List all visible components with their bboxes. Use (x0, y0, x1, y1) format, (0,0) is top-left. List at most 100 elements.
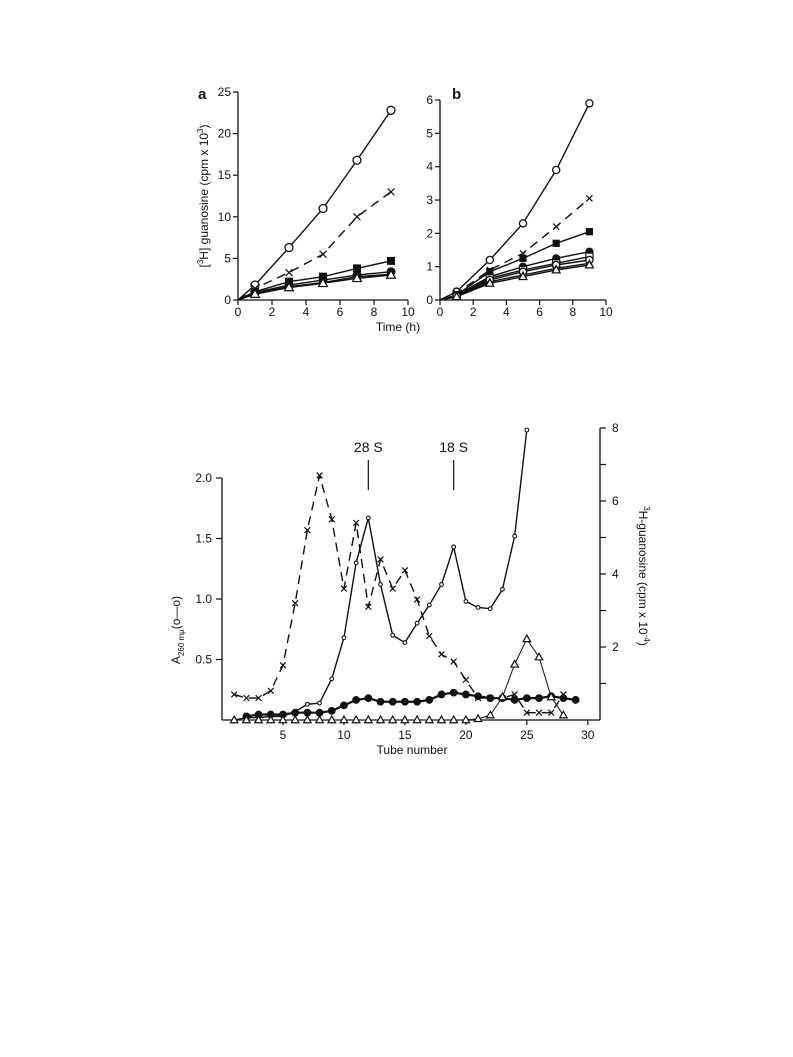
panel-b-x-tick-label: 6 (536, 305, 543, 319)
panel-b-series-7-point (484, 277, 495, 287)
panel-a-series-5-point (317, 277, 329, 288)
panel-a-series-0-point (386, 105, 396, 115)
panel-b-y-tick-label: 5 (426, 126, 433, 140)
gradient-series-2-point (559, 694, 568, 702)
gradient-series-3-point (253, 714, 264, 724)
panel-b-x-tick-label: 0 (437, 305, 444, 319)
panel-b-series-1-point (552, 223, 560, 231)
panel-a-series-0-point (284, 242, 294, 253)
gradient-series-1-point (401, 567, 409, 574)
panel-a-series-2-line (237, 260, 392, 301)
panel-b-y-tick-label: 1 (426, 260, 433, 274)
gradient-series-3-point (473, 713, 483, 723)
gradient-x-tick-label: 25 (520, 728, 534, 742)
gradient-series-3-point (485, 710, 496, 719)
panel-a-series-1-point (319, 250, 327, 259)
gradient-series-1-point (340, 585, 348, 592)
panel-a-y-label: [3H] guanosine (cpm x 103) (196, 125, 211, 268)
panel-b-y-tick-label: 3 (426, 193, 433, 207)
gradient-series-3-point (546, 691, 556, 701)
panel-b-series-1-line (439, 197, 590, 301)
gradient-series-2-point (437, 690, 446, 699)
gradient-series-0-point (500, 586, 505, 592)
gradient-right-y-tick-label: 4 (612, 567, 619, 581)
gradient-series-1-point (328, 515, 336, 523)
panel-b-series-7-point (584, 259, 595, 269)
panel-a-series-2-point (387, 256, 395, 265)
gradient-series-2-point (474, 692, 482, 701)
panel-a-y-tick-label: 0 (224, 293, 231, 307)
panel-b-series-0-point (518, 219, 528, 228)
gradient-series-3-point (314, 714, 325, 724)
panel-a-x-tick-label: 0 (235, 305, 242, 319)
panel-b-series-7-line (439, 264, 590, 301)
gradient-series-1-point (352, 519, 360, 527)
panel-a-series-5-point (283, 281, 295, 292)
gradient-series-2-point (388, 697, 397, 706)
panel-b-label: b (452, 86, 461, 103)
gradient-series-3-point (302, 714, 313, 724)
gradient-series-0-point (439, 582, 444, 587)
panel-b-x-tick-label: 10 (599, 305, 613, 319)
gradient-series-3-point (351, 714, 361, 724)
panel-a-y-tick-label: 25 (218, 85, 232, 99)
gradient-series-3-point (412, 714, 422, 724)
panel-a-x-tick-label: 6 (337, 305, 344, 319)
gradient-series-3-point (326, 714, 337, 724)
gradient-series-1-point (389, 585, 397, 592)
gradient-series-1-point (304, 526, 311, 534)
panel-b-y-tick-label: 0 (426, 293, 433, 307)
sedimentation-marker-label: 18 S (439, 439, 468, 455)
gradient-series-2-point (486, 694, 495, 702)
gradient-series-1-point (291, 599, 299, 607)
gradient-series-1-point (547, 709, 555, 717)
gradient-series-2-point (413, 697, 421, 706)
gradient-series-3-point (509, 659, 520, 668)
gradient-x-tick-label: 15 (398, 728, 412, 742)
panel-b-y-tick-label: 6 (426, 93, 433, 107)
panel-b-series-2-point (486, 268, 494, 276)
panel-a-y-tick-label: 10 (218, 210, 232, 224)
gradient-series-3-point (534, 651, 544, 661)
panel-b-series-7-point (551, 264, 562, 274)
gradient-series-0-point (353, 560, 359, 566)
panel-b-series-2-line (439, 231, 590, 301)
gradient-series-0-point (317, 700, 322, 706)
gradient-right-y-tick-label: 8 (612, 421, 619, 435)
gradient-series-1-point (535, 709, 543, 717)
panel-a-x-tick-label: 10 (401, 305, 415, 319)
gradient-series-0-point (463, 598, 469, 604)
gradient-series-0-point (451, 544, 457, 550)
gradient-series-3-point (363, 714, 374, 724)
panel-a-x-label: Time (h) (376, 320, 420, 334)
gradient-right-y-tick-label: 2 (612, 640, 619, 654)
panel-b-series-7-point (451, 291, 462, 301)
gradient-series-2-point (535, 694, 543, 702)
gradient-x-tick-label: 30 (581, 728, 595, 742)
gradient-series-3-point (497, 691, 508, 701)
panel-b-y-tick-label: 2 (426, 226, 433, 240)
gradient-series-3-point (400, 714, 410, 724)
gradient-series-1-point (425, 632, 433, 640)
gradient-series-3-point (387, 714, 398, 724)
gradient-series-1-point (377, 556, 384, 563)
gradient-series-1-point (511, 691, 518, 698)
gradient-series-1-point (243, 694, 250, 702)
gradient-series-3-point (339, 714, 349, 724)
panel-b-x-tick-label: 8 (569, 305, 576, 319)
gradient-series-1-line (233, 475, 565, 714)
panel-b-series-1-point (585, 194, 593, 202)
gradient-series-1-point (316, 472, 323, 479)
gradient-series-0-point (390, 632, 396, 638)
panel-b-x-tick-label: 4 (503, 305, 510, 319)
panel-a-series-1-point (387, 188, 395, 196)
gradient-series-3-point (424, 714, 435, 724)
gradient-series-0-point (341, 635, 347, 641)
gradient-series-1-point (450, 658, 457, 665)
gradient-right-y-label: 3H-guanosine (cpm x 10-4) (636, 506, 651, 646)
gradient-x-tick-label: 5 (280, 728, 287, 742)
gradient-series-1-point (438, 650, 445, 658)
gradient-x-tick-label: 20 (459, 728, 473, 742)
